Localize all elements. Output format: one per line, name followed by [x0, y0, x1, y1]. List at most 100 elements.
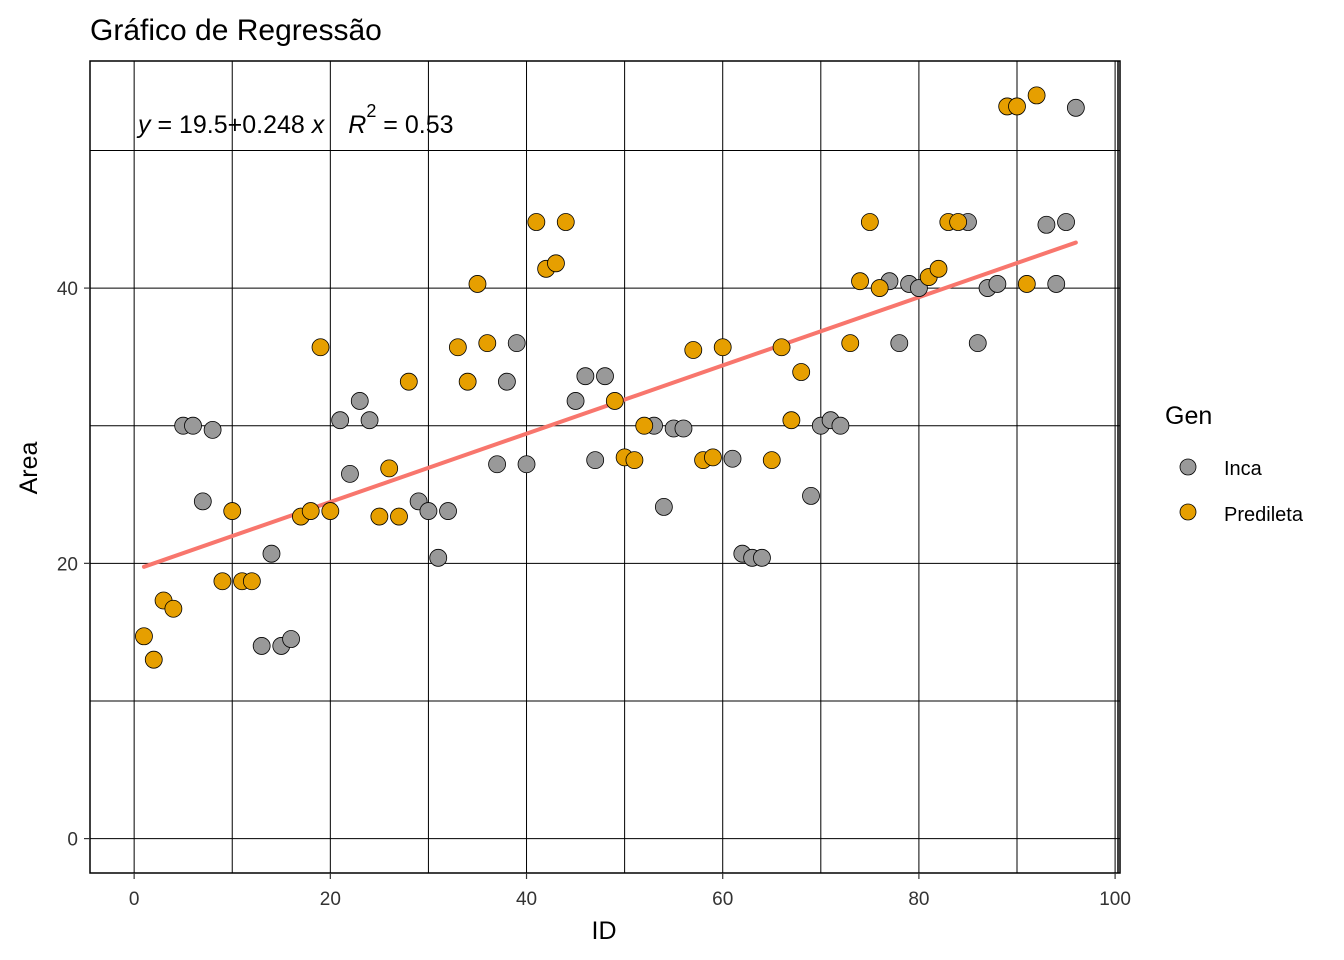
point-inca-47	[586, 451, 605, 470]
x-tick-label-80: 80	[908, 889, 929, 910]
legend: Gen Inca Predileta	[1165, 402, 1304, 526]
point-inca-16	[282, 630, 300, 648]
series-predileta	[135, 86, 1046, 669]
plot-panel-border	[89, 60, 1121, 874]
legend-key-predileta	[1179, 503, 1197, 521]
point-inca-37	[488, 455, 506, 474]
point-predileta-82	[929, 259, 948, 278]
legend-label-predileta: Predileta	[1224, 504, 1304, 526]
point-predileta-10	[223, 502, 242, 520]
point-inca-78	[890, 334, 909, 353]
legend-key-inca	[1179, 458, 1197, 476]
point-inca-88	[988, 275, 1007, 293]
point-inca-61	[723, 449, 742, 468]
point-inca-93	[1037, 215, 1056, 234]
point-inca-30	[419, 502, 438, 520]
x-tick-label-0: 0	[129, 889, 140, 910]
point-predileta-9	[213, 572, 232, 591]
point-predileta-52	[635, 416, 654, 435]
point-predileta-4	[164, 599, 183, 618]
x-tick-label-100: 100	[1099, 889, 1131, 910]
point-inca-39	[507, 334, 526, 353]
point-predileta-75	[860, 213, 879, 231]
point-predileta-76	[870, 279, 889, 297]
x-tick-label-20: 20	[320, 889, 341, 910]
eq-slope: 0.248	[242, 111, 312, 139]
x-tick-label-40: 40	[516, 889, 537, 910]
point-inca-54	[654, 498, 673, 516]
point-predileta-59	[704, 448, 722, 467]
point-inca-8	[203, 420, 222, 439]
point-predileta-90	[1008, 97, 1026, 116]
eq-r-sup: 2	[366, 101, 376, 121]
point-predileta-12	[242, 572, 261, 591]
point-predileta-28	[399, 372, 418, 391]
legend-label-inca: Inca	[1224, 458, 1263, 480]
point-inca-32	[439, 502, 457, 520]
point-predileta-84	[949, 213, 968, 231]
point-predileta-19	[311, 338, 330, 357]
eq-r2: = 0.53	[376, 111, 453, 139]
point-inca-40	[517, 455, 536, 474]
point-predileta-60	[713, 338, 732, 357]
point-inca-6	[184, 416, 202, 435]
point-inca-7	[193, 492, 212, 511]
point-predileta-68	[792, 363, 811, 381]
eq-plus: +	[228, 111, 243, 139]
point-inca-72	[831, 416, 850, 435]
point-predileta-65	[762, 451, 781, 470]
point-inca-94	[1047, 275, 1066, 293]
legend-title: Gen	[1165, 402, 1212, 430]
eq-x: x	[311, 111, 326, 139]
grid-lines	[90, 61, 1120, 873]
series-inca	[174, 98, 1085, 655]
point-inca-13	[252, 637, 271, 655]
point-predileta-92	[1027, 86, 1046, 105]
point-inca-23	[350, 392, 369, 410]
y-tick-label-40: 40	[57, 279, 78, 300]
point-inca-24	[360, 411, 379, 430]
point-inca-56	[674, 419, 693, 438]
y-axis-title: Area	[15, 442, 43, 495]
point-predileta-2	[144, 650, 163, 669]
point-predileta-18	[301, 502, 320, 520]
point-inca-69	[802, 487, 820, 505]
point-inca-95	[1057, 213, 1075, 231]
eq-r: R	[348, 111, 366, 139]
point-predileta-34	[458, 372, 477, 391]
point-predileta-41	[527, 213, 546, 231]
point-predileta-73	[841, 334, 860, 353]
point-inca-48	[596, 367, 614, 386]
point-inca-46	[576, 367, 595, 386]
y-tick-label-0: 0	[67, 830, 78, 851]
point-inca-22	[341, 464, 359, 483]
point-predileta-36	[478, 334, 497, 353]
point-predileta-44	[556, 213, 575, 231]
point-predileta-43	[547, 254, 565, 273]
chart-title: Gráfico de Regressão	[90, 14, 382, 47]
point-inca-45	[566, 392, 585, 410]
point-predileta-33	[448, 338, 467, 357]
point-predileta-27	[390, 507, 408, 526]
y-tick-label-20: 20	[57, 554, 78, 575]
point-inca-64	[753, 548, 771, 567]
point-inca-38	[498, 372, 516, 391]
point-inca-21	[331, 411, 350, 430]
point-predileta-51	[625, 451, 644, 470]
point-predileta-74	[851, 272, 869, 291]
point-predileta-1	[135, 627, 153, 646]
point-predileta-66	[772, 338, 791, 357]
point-predileta-25	[370, 507, 389, 526]
eq-y: y	[136, 111, 152, 139]
point-inca-31	[429, 548, 448, 567]
axes: 0 20 40 60 80 100 0 20 40	[57, 61, 1131, 910]
x-axis-title: ID	[592, 917, 617, 945]
point-predileta-91	[1017, 275, 1036, 293]
point-predileta-35	[468, 275, 487, 293]
point-predileta-49	[605, 392, 624, 410]
eq-intercept: = 19.5	[151, 111, 228, 139]
point-inca-86	[968, 334, 987, 353]
point-inca-96	[1066, 98, 1085, 117]
point-predileta-26	[380, 459, 399, 478]
data-points	[135, 86, 1085, 669]
